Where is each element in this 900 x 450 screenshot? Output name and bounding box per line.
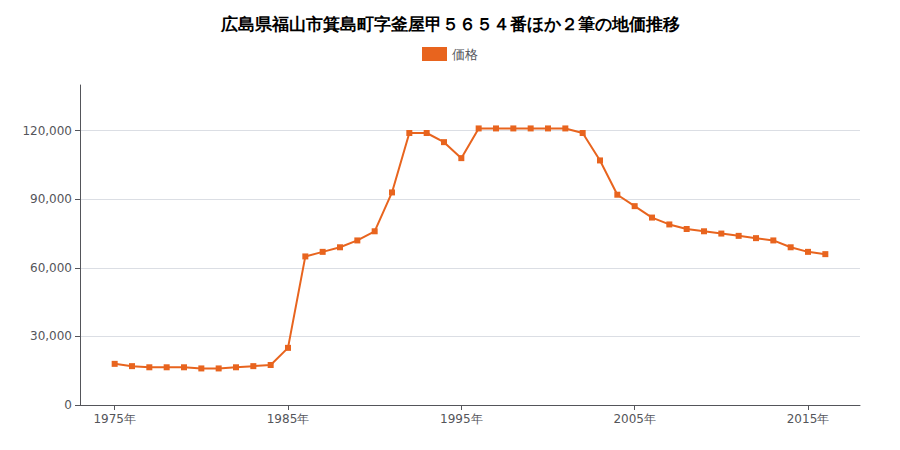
svg-text:1985年: 1985年 [267, 412, 310, 426]
svg-text:0: 0 [64, 398, 72, 412]
svg-text:120,000: 120,000 [22, 124, 72, 138]
svg-text:1995年: 1995年 [440, 412, 483, 426]
svg-text:2005年: 2005年 [613, 412, 656, 426]
svg-text:1975年: 1975年 [93, 412, 136, 426]
svg-text:広島県福山市箕島町字釜屋甲５６５４番ほか２筆の地価推移: 広島県福山市箕島町字釜屋甲５６５４番ほか２筆の地価推移 [220, 14, 680, 34]
svg-text:価格: 価格 [452, 47, 478, 62]
svg-text:60,000: 60,000 [30, 261, 72, 275]
svg-text:90,000: 90,000 [30, 192, 72, 206]
svg-text:30,000: 30,000 [30, 329, 72, 343]
svg-text:2015年: 2015年 [787, 412, 830, 426]
